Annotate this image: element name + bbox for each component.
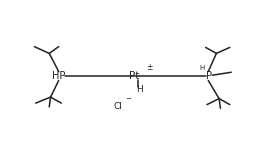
Text: ±: ± bbox=[146, 63, 152, 72]
Text: Pt: Pt bbox=[129, 71, 139, 81]
Text: H: H bbox=[136, 85, 143, 94]
Text: −: − bbox=[125, 96, 131, 102]
Text: P: P bbox=[206, 71, 212, 81]
Text: H: H bbox=[199, 65, 204, 71]
Text: HP: HP bbox=[52, 71, 65, 81]
Text: Cl: Cl bbox=[114, 102, 122, 111]
